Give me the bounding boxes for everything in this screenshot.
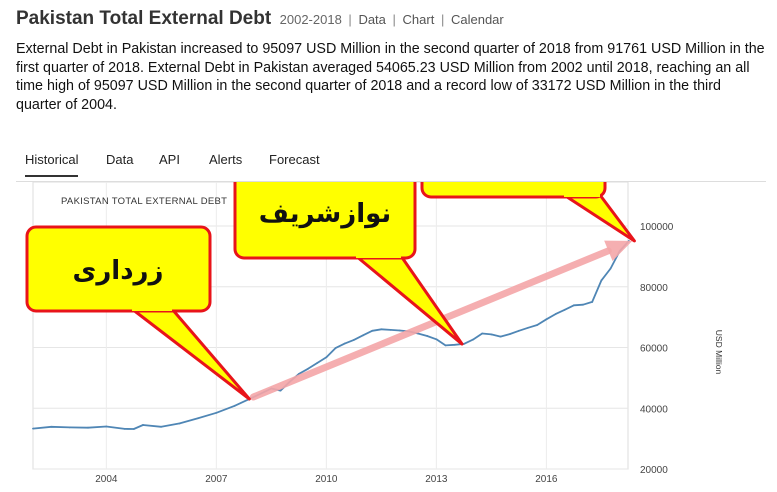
- data-point: [508, 333, 511, 336]
- chart-title: PAKISTAN TOTAL EXTERNAL DEBT: [61, 196, 227, 207]
- tab-alerts[interactable]: Alerts: [209, 152, 243, 167]
- data-point: [453, 343, 456, 346]
- data-point: [105, 425, 108, 428]
- data-point: [398, 329, 401, 332]
- data-point: [472, 338, 474, 341]
- y-axis-label: USD Million: [714, 330, 724, 375]
- data-point: [545, 318, 548, 321]
- data-point: [87, 426, 89, 429]
- x-tick-label: 2010: [315, 474, 338, 485]
- data-point: [215, 411, 218, 414]
- data-point: [325, 356, 328, 359]
- data-point: [572, 304, 575, 307]
- external-debt-chart: 20000 40000 60000 80000 100000 2004 2007 2010 20…: [25, 182, 724, 485]
- data-point: [380, 328, 383, 331]
- x-tick-label: 2007: [205, 474, 228, 485]
- tab-historical[interactable]: Historical: [25, 152, 79, 177]
- chart-area: 20000 40000 60000 80000 100000 2004 2007 2010 20…: [16, 182, 766, 492]
- y-tick-label: 100000: [640, 222, 674, 233]
- callout-nawaz-sharif-seam: [356, 253, 401, 258]
- data-point: [197, 417, 199, 420]
- data-point: [426, 335, 429, 337]
- tab-api[interactable]: API: [159, 152, 180, 167]
- y-tick-label: 80000: [640, 283, 668, 294]
- callout-nawaz-sharif-text: نوازشریف: [259, 199, 391, 229]
- data-point: [371, 329, 374, 332]
- data-point: [444, 344, 447, 347]
- data-point: [352, 339, 355, 341]
- page-header: Pakistan Total External Debt 2002-2018 |…: [16, 8, 504, 30]
- x-tick-label: 2013: [425, 474, 448, 485]
- callout-zardari-seam: [132, 306, 172, 311]
- data-point: [554, 313, 557, 315]
- data-point: [68, 426, 71, 429]
- data-point: [142, 424, 144, 426]
- data-point: [517, 329, 520, 332]
- data-point: [591, 301, 594, 303]
- data-link[interactable]: Data: [358, 12, 386, 27]
- data-point: [490, 333, 493, 336]
- data-point: [481, 332, 484, 335]
- data-point: [334, 347, 337, 350]
- data-point: [316, 362, 319, 364]
- data-point: [536, 324, 539, 326]
- data-point: [279, 389, 282, 392]
- series-line-external-debt: [32, 240, 630, 430]
- data-point: [160, 425, 163, 428]
- data-point: [499, 335, 502, 338]
- x-tick-label: 2016: [535, 474, 558, 485]
- date-range: 2002-2018: [279, 12, 342, 27]
- data-point: [50, 425, 53, 428]
- data-point: [123, 428, 126, 430]
- data-point: [609, 267, 612, 270]
- data-point: [600, 279, 603, 282]
- callout-zardari-text: زرداری: [73, 256, 164, 286]
- data-point: [389, 328, 392, 331]
- data-point: [435, 338, 438, 341]
- data-point: [132, 428, 135, 430]
- callout-zardari-box: [25, 225, 212, 313]
- data-point: [307, 367, 309, 370]
- data-point: [233, 404, 236, 407]
- callout-nawaz-sharif-box: [233, 182, 417, 260]
- callout-imran-khan-box: [420, 182, 607, 199]
- data-point: [527, 326, 529, 329]
- tab-bar: Historical Data API Alerts Forecast: [16, 148, 766, 182]
- y-tick-label: 20000: [640, 465, 668, 476]
- calendar-link[interactable]: Calendar: [450, 12, 504, 27]
- data-point: [582, 303, 584, 306]
- y-tick-label: 40000: [640, 404, 668, 415]
- tab-forecast[interactable]: Forecast: [269, 152, 320, 167]
- page-title: Pakistan Total External Debt: [16, 8, 272, 29]
- trend-arrow-shaft: [249, 247, 612, 401]
- data-point: [563, 308, 566, 311]
- data-point: [178, 422, 181, 425]
- y-tick-label: 60000: [640, 344, 668, 355]
- tab-data[interactable]: Data: [106, 152, 134, 167]
- chart-link[interactable]: Chart: [402, 12, 435, 27]
- title-links: 2002-2018 | Data | Chart | Calendar: [279, 12, 504, 27]
- data-point: [362, 334, 364, 337]
- trend-arrow-head: [604, 240, 633, 261]
- description: External Debt in Pakistan increased to 9…: [16, 41, 765, 113]
- callout-imran-khan-seam: [564, 192, 600, 197]
- data-point: [343, 342, 346, 345]
- x-tick-label: 2004: [95, 474, 118, 485]
- data-point: [32, 427, 34, 430]
